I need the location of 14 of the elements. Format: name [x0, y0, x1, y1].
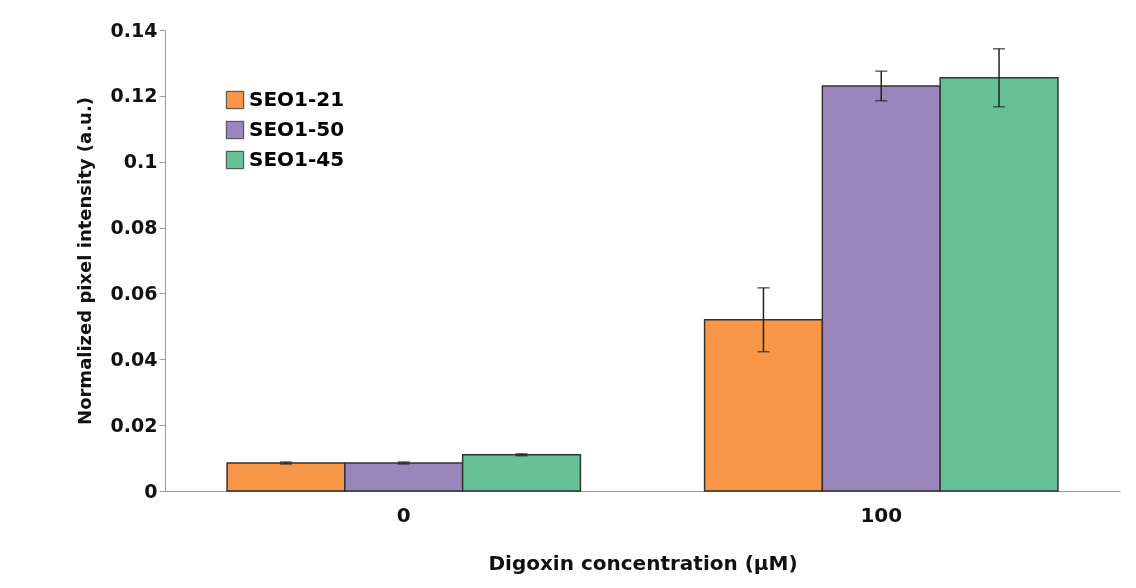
legend-label: SEO1-21: [249, 87, 345, 111]
y-tick-label: 0.02: [110, 413, 158, 436]
legend-label: SEO1-45: [249, 147, 345, 171]
y-tick-label: 0.12: [110, 84, 158, 107]
y-tick-label: 0.1: [123, 150, 158, 173]
y-tick-label: 0.08: [110, 216, 158, 239]
legend-label: SEO1-50: [249, 117, 345, 141]
y-tick-label: 0: [144, 479, 158, 502]
y-axis-title: Normalized pixel intensity (a.u.): [73, 97, 95, 425]
y-tick-label: 0.04: [110, 347, 158, 370]
x-tick-label: 100: [860, 502, 903, 527]
y-tick-label: 0.14: [110, 18, 158, 41]
y-tick-label: 0.06: [110, 281, 158, 304]
x-axis-title: Digoxin concentration (μM): [488, 550, 798, 575]
